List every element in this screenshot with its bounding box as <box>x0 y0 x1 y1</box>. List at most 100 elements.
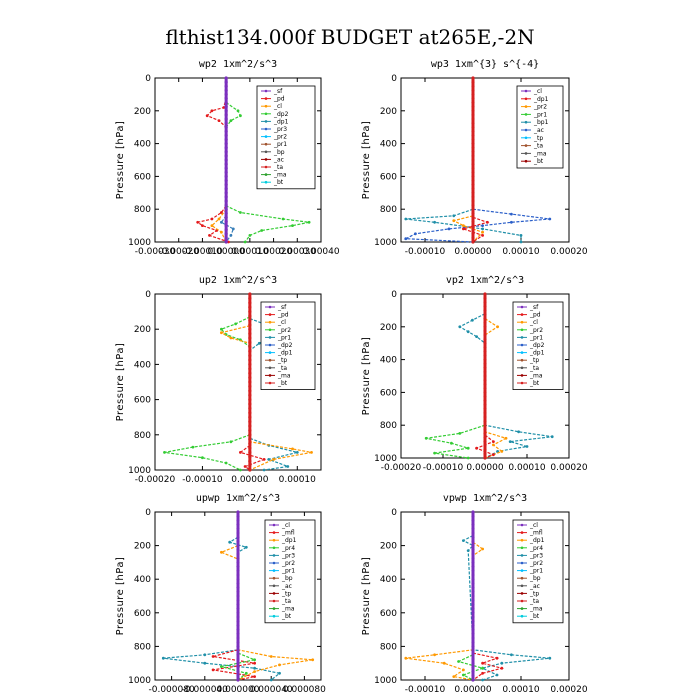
y-tick-label: 600 <box>380 388 397 398</box>
zero-profile-marker <box>248 314 252 318</box>
zero-profile-marker <box>236 598 240 602</box>
zero-profile-marker <box>471 548 475 552</box>
data-point <box>452 214 456 218</box>
legend-marker <box>264 165 268 169</box>
zero-profile-marker <box>483 317 487 321</box>
zero-profile-marker <box>248 292 252 296</box>
legend-marker <box>524 136 528 140</box>
zero-profile-marker <box>248 310 252 314</box>
legend-entry: _ma <box>273 172 287 179</box>
zero-profile-marker <box>224 162 228 166</box>
zero-profile-marker <box>248 442 252 446</box>
zero-profile-marker <box>471 607 475 611</box>
x-tick-label: -0.00010 <box>405 247 446 257</box>
zero-profile-marker <box>224 207 228 211</box>
y-tick-label: 400 <box>134 140 151 150</box>
data-point <box>231 227 235 231</box>
series-line <box>220 215 235 243</box>
zero-profile-marker <box>224 232 228 236</box>
data-point <box>203 653 207 657</box>
zero-profile-marker <box>236 514 240 518</box>
zero-profile-marker <box>471 137 475 142</box>
data-point <box>244 545 248 549</box>
legend-marker <box>520 531 524 534</box>
chart-panel-4: vp2 1xm^2/s^3 0 200 400 600 800 1000-0.00020 -0… <box>361 275 588 473</box>
zero-profile-marker <box>248 358 252 362</box>
legend-marker <box>272 569 276 572</box>
zero-profile-marker <box>248 318 252 322</box>
zero-profile-marker <box>236 657 240 661</box>
panel-title: up2 1xm^2/s^3 <box>199 275 277 286</box>
y-tick-label: 200 <box>380 107 397 117</box>
zero-profile-marker <box>224 183 228 187</box>
y-axis-label: Pressure [hPa] <box>115 557 126 636</box>
data-point <box>228 540 232 544</box>
x-tick-label: -0.000040 <box>182 685 228 695</box>
zero-profile-marker <box>483 407 487 411</box>
data-point <box>481 678 484 682</box>
legend-marker <box>520 358 524 362</box>
series-line <box>456 654 485 681</box>
data-point <box>414 232 417 236</box>
zero-profile-marker <box>236 544 240 548</box>
legend-entry: _ta <box>533 143 543 150</box>
legend-marker <box>272 538 276 542</box>
data-point <box>253 675 256 678</box>
data-point <box>519 234 523 237</box>
zero-profile-marker <box>471 105 475 109</box>
data-point <box>492 443 495 447</box>
data-point <box>500 450 504 453</box>
x-tick-label: 0.00000 <box>231 475 268 485</box>
zero-profile-marker <box>471 535 475 539</box>
legend-entry: _cl <box>273 103 282 110</box>
legend-marker <box>268 366 272 370</box>
y-tick-label: 0 <box>145 508 151 518</box>
data-point <box>220 331 223 335</box>
zero-profile-marker <box>224 80 228 84</box>
zero-profile-marker <box>471 514 475 518</box>
series-line <box>461 216 490 243</box>
zero-profile-marker <box>483 366 487 370</box>
legend-marker <box>520 313 524 316</box>
zero-profile-marker <box>471 539 475 544</box>
zero-profile-marker <box>471 129 475 133</box>
legend-marker <box>264 112 268 116</box>
x-tick-label: 0.00010 <box>502 685 539 695</box>
zero-profile-marker <box>471 586 475 590</box>
y-tick-label: 800 <box>380 642 397 652</box>
zero-profile-marker <box>224 146 228 150</box>
zero-profile-marker <box>483 386 487 390</box>
zero-profile-marker <box>483 435 487 440</box>
zero-profile-marker <box>236 510 240 514</box>
zero-profile-marker <box>483 423 487 427</box>
zero-profile-marker <box>236 594 240 598</box>
zero-profile-marker <box>483 394 487 399</box>
zero-profile-marker <box>471 150 475 154</box>
zero-profile-marker <box>248 459 252 463</box>
data-point <box>508 440 512 443</box>
data-point <box>450 441 453 445</box>
legend-entry: _dp1 <box>277 350 293 357</box>
zero-profile-marker <box>471 219 475 224</box>
legend-marker <box>520 523 524 527</box>
zero-profile-marker <box>483 362 487 366</box>
zero-profile-marker <box>224 137 228 142</box>
x-tick-label: 0.00000 <box>208 247 245 257</box>
legend-marker <box>268 328 272 332</box>
zero-profile-marker <box>224 166 228 170</box>
legend-marker <box>524 152 528 155</box>
legend-marker <box>268 381 272 385</box>
plot-frame <box>400 511 570 681</box>
data-point <box>260 229 264 232</box>
zero-profile-marker <box>224 224 228 228</box>
zero-profile-marker <box>471 101 475 105</box>
zero-profile-marker <box>248 411 252 415</box>
series-line <box>403 208 550 243</box>
zero-profile-marker <box>471 552 475 556</box>
x-tick-label: 0.00010 <box>508 463 545 473</box>
panel-title: wp2 1xm^2/s^3 <box>199 59 277 70</box>
legend-entry: _pr2 <box>529 560 543 567</box>
data-point <box>510 220 513 224</box>
data-point <box>404 656 408 660</box>
x-tick-label: -0.000080 <box>148 685 194 695</box>
